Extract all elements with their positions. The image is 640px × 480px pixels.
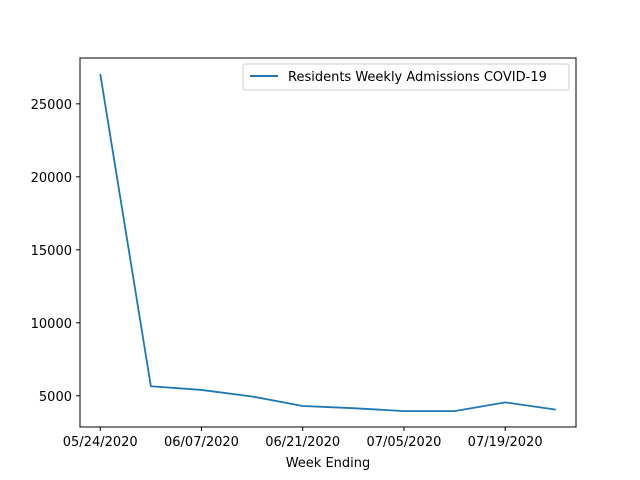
y-tick-label: 10000: [31, 317, 72, 332]
y-tick-label: 15000: [31, 244, 72, 259]
x-axis-label: Week Ending: [286, 456, 371, 471]
legend-label: Residents Weekly Admissions COVID-19: [288, 70, 547, 85]
y-tick-label: 5000: [39, 390, 72, 405]
series-line-0: [99, 73, 556, 412]
x-tick-label: 07/19/2020: [468, 435, 543, 450]
axes-frame: [79, 57, 577, 428]
y-tick-label: 25000: [31, 98, 72, 113]
x-axis: 05/24/2020 06/07/2020 06/21/2020 07/05/2020…: [63, 427, 543, 450]
x-tick-label: 05/24/2020: [63, 435, 138, 450]
x-tick-label: 06/07/2020: [164, 435, 239, 450]
x-tick-label: 06/21/2020: [265, 435, 340, 450]
y-tick-label: 20000: [31, 171, 72, 186]
legend: Residents Weekly Admissions COVID-19: [242, 63, 570, 91]
data-point: [403, 411, 404, 412]
x-tick-label: 07/05/2020: [366, 435, 441, 450]
data-point: [100, 73, 101, 74]
data-point: [201, 389, 202, 390]
legend-box: [242, 63, 570, 91]
data-point: [505, 402, 506, 403]
plot-area: [99, 73, 556, 412]
data-point: [150, 386, 151, 387]
data-point: [302, 405, 303, 406]
data-point: [252, 396, 253, 397]
data-point: [555, 409, 556, 410]
data-point: [353, 408, 354, 409]
y-axis: 5000 10000 15000 20000 25000: [31, 98, 80, 405]
data-point: [454, 411, 455, 412]
